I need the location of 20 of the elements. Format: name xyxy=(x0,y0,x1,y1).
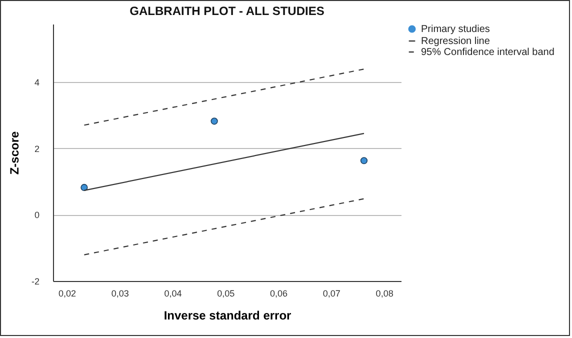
y-tick-label: -2 xyxy=(31,276,40,286)
y-tick-label: 4 xyxy=(34,78,40,88)
x-tick-label: 0,04 xyxy=(164,288,182,298)
y-tick-label: 2 xyxy=(34,144,40,154)
x-tick-label: 0,08 xyxy=(376,288,394,298)
y-tick-label: 0 xyxy=(34,210,40,220)
x-tick-label: 0,03 xyxy=(111,288,129,298)
point xyxy=(360,157,368,164)
x-tick-label: 0,06 xyxy=(270,288,288,298)
legend-label: 95% Confidence interval band xyxy=(421,47,554,58)
point xyxy=(80,184,88,192)
point xyxy=(210,118,218,125)
x-axis-title: Inverse standard error xyxy=(164,308,292,322)
legend-label: Regression line xyxy=(421,36,490,47)
legend-label: Primary studies xyxy=(421,24,490,35)
x-tick-label: 0,02 xyxy=(58,288,76,298)
x-tick-label: 0,05 xyxy=(217,288,235,298)
x-tick-label: 0,07 xyxy=(322,288,340,298)
chart-title: GALBRAITH PLOT - ALL STUDIES xyxy=(130,4,324,18)
y-axis-title: Z-score xyxy=(8,131,22,175)
